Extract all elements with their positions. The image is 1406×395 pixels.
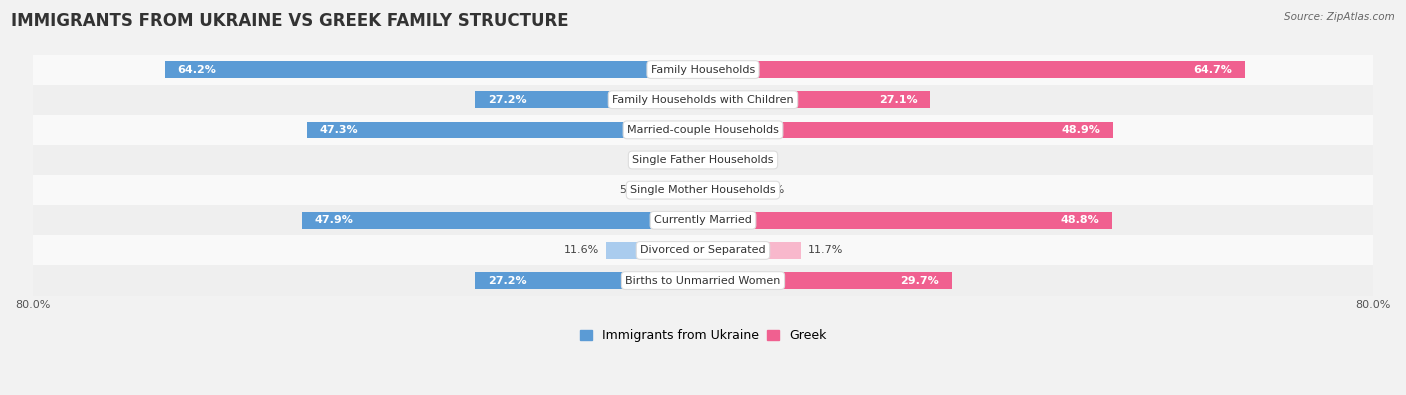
Text: Currently Married: Currently Married (654, 215, 752, 225)
Bar (32, 55, 1374, 85)
Bar (703, 152, 721, 168)
Text: 47.3%: 47.3% (319, 125, 359, 135)
Text: Divorced or Separated: Divorced or Separated (640, 245, 766, 256)
Text: Births to Unmarried Women: Births to Unmarried Women (626, 276, 780, 286)
Text: 11.6%: 11.6% (564, 245, 599, 256)
Bar (475, 91, 703, 108)
Bar (307, 122, 703, 138)
Bar (686, 152, 703, 168)
Bar (703, 272, 952, 289)
Text: IMMIGRANTS FROM UKRAINE VS GREEK FAMILY STRUCTURE: IMMIGRANTS FROM UKRAINE VS GREEK FAMILY … (11, 12, 569, 30)
Bar (654, 182, 703, 198)
Bar (32, 175, 1374, 205)
Text: 64.7%: 64.7% (1194, 64, 1233, 75)
Text: 64.2%: 64.2% (177, 64, 217, 75)
Bar (703, 182, 749, 198)
Text: 48.9%: 48.9% (1062, 125, 1099, 135)
Bar (703, 122, 1112, 138)
Text: Family Households with Children: Family Households with Children (612, 95, 794, 105)
Text: 48.8%: 48.8% (1060, 215, 1099, 225)
Bar (703, 91, 929, 108)
Text: 27.2%: 27.2% (488, 276, 526, 286)
Text: Single Father Households: Single Father Households (633, 155, 773, 165)
Bar (32, 85, 1374, 115)
Text: 5.8%: 5.8% (619, 185, 648, 195)
Text: Family Households: Family Households (651, 64, 755, 75)
Bar (703, 212, 1112, 229)
Text: 5.6%: 5.6% (756, 185, 785, 195)
Text: Married-couple Households: Married-couple Households (627, 125, 779, 135)
Legend: Immigrants from Ukraine, Greek: Immigrants from Ukraine, Greek (579, 329, 827, 342)
Bar (32, 235, 1374, 265)
Text: 27.2%: 27.2% (488, 95, 526, 105)
Text: Single Mother Households: Single Mother Households (630, 185, 776, 195)
Text: 11.7%: 11.7% (807, 245, 844, 256)
Text: 29.7%: 29.7% (900, 276, 939, 286)
Bar (606, 242, 703, 259)
Bar (32, 145, 1374, 175)
Bar (32, 265, 1374, 295)
Text: 47.9%: 47.9% (314, 215, 353, 225)
Bar (165, 61, 703, 78)
Text: 27.1%: 27.1% (879, 95, 918, 105)
Bar (302, 212, 703, 229)
Text: Source: ZipAtlas.com: Source: ZipAtlas.com (1284, 12, 1395, 22)
Bar (475, 272, 703, 289)
Text: 2.1%: 2.1% (727, 155, 755, 165)
Text: 2.0%: 2.0% (651, 155, 679, 165)
Bar (703, 61, 1246, 78)
Bar (32, 205, 1374, 235)
Bar (32, 115, 1374, 145)
Bar (703, 242, 801, 259)
